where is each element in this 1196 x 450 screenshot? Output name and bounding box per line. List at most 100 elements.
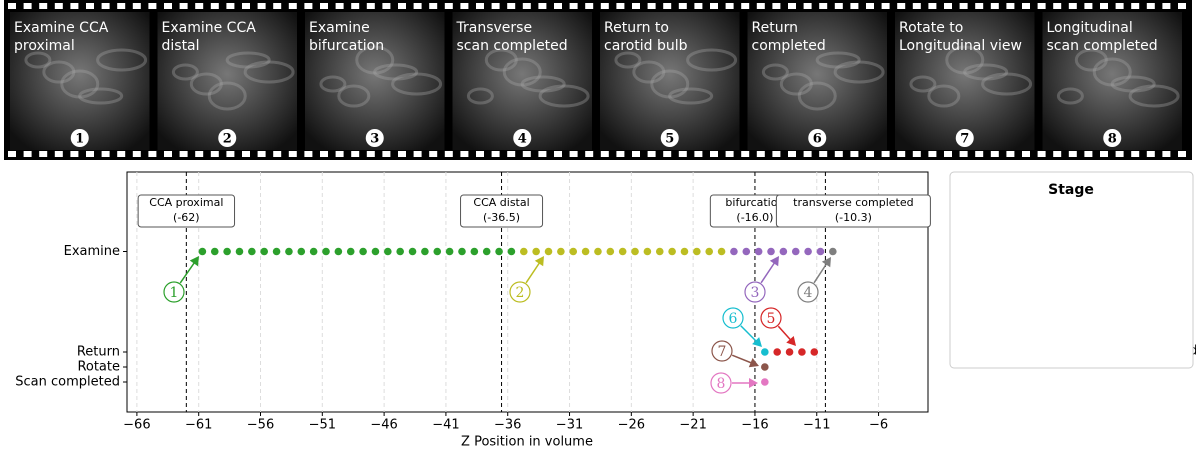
frame-number: 6	[813, 132, 822, 147]
annotation-label: CCA proximal	[149, 196, 223, 209]
data-point	[446, 248, 454, 256]
callout-number: 5	[767, 311, 776, 327]
data-point	[829, 248, 837, 256]
sprocket-hole	[336, 151, 344, 157]
sprocket-hole	[1178, 3, 1186, 9]
frame-label: Return to	[604, 20, 669, 36]
data-point	[359, 248, 367, 256]
data-point	[681, 248, 689, 256]
sprocket-hole	[273, 3, 281, 9]
callout-number: 2	[516, 285, 525, 301]
sprocket-hole	[1147, 151, 1155, 157]
frame-number: 5	[665, 132, 674, 147]
frame-label: Longitudinal	[1047, 20, 1133, 36]
data-point	[532, 248, 540, 256]
data-point	[817, 248, 825, 256]
sprocket-hole	[601, 151, 609, 157]
frame-label: scan completed	[457, 38, 568, 54]
x-tick-label: −61	[185, 418, 212, 433]
callout-number: 4	[804, 285, 813, 301]
sprocket-hole	[180, 3, 188, 9]
sprocket-hole	[226, 3, 234, 9]
x-tick-label: −56	[247, 418, 274, 433]
sprocket-hole	[944, 3, 952, 9]
sprocket-hole	[632, 3, 640, 9]
figure: Examine CCAproximal1Examine CCAdistal2Ex…	[0, 0, 1196, 450]
sprocket-hole	[117, 151, 125, 157]
sprocket-hole	[679, 151, 687, 157]
data-point	[520, 248, 528, 256]
sprocket-hole	[86, 3, 94, 9]
x-tick-label: −16	[741, 418, 768, 433]
sprocket-hole	[819, 151, 827, 157]
sprocket-hole	[757, 3, 765, 9]
sprocket-hole	[788, 3, 796, 9]
sprocket-hole	[133, 151, 141, 157]
sprocket-hole	[616, 151, 624, 157]
data-point	[761, 348, 769, 356]
sprocket-hole	[850, 3, 858, 9]
sprocket-hole	[835, 3, 843, 9]
sprocket-hole	[616, 3, 624, 9]
sprocket-hole	[507, 3, 515, 9]
sprocket-hole	[819, 3, 827, 9]
sprocket-hole	[460, 151, 468, 157]
sprocket-hole	[148, 151, 156, 157]
sprocket-hole	[663, 151, 671, 157]
sprocket-hole	[117, 3, 125, 9]
x-tick-label: −41	[432, 418, 459, 433]
annotation-value: (-36.5)	[483, 211, 520, 224]
sprocket-hole	[429, 151, 437, 157]
sprocket-hole	[601, 3, 609, 9]
sprocket-hole	[694, 151, 702, 157]
sprocket-hole	[39, 3, 47, 9]
x-tick-label: −26	[618, 418, 645, 433]
sprocket-hole	[164, 151, 172, 157]
sprocket-hole	[507, 151, 515, 157]
frame-number: 8	[1108, 132, 1117, 147]
sprocket-hole	[195, 151, 203, 157]
data-point	[322, 248, 330, 256]
sprocket-hole	[1100, 151, 1108, 157]
sprocket-hole	[741, 3, 749, 9]
sprocket-hole	[944, 151, 952, 157]
data-point	[656, 248, 664, 256]
x-tick-label: −51	[309, 418, 336, 433]
data-point	[705, 248, 713, 256]
data-point	[483, 248, 491, 256]
annotation-label: bifurcation	[725, 196, 784, 209]
sprocket-hole	[928, 151, 936, 157]
sprocket-hole	[414, 151, 422, 157]
sprocket-hole	[897, 3, 905, 9]
annotation-label: CCA distal	[473, 196, 529, 209]
annotation-label: transverse completed	[793, 196, 913, 209]
sprocket-hole	[1084, 151, 1092, 157]
data-point	[755, 248, 763, 256]
sprocket-hole	[913, 3, 921, 9]
sprocket-hole	[367, 3, 375, 9]
sprocket-hole	[585, 3, 593, 9]
sprocket-hole	[772, 3, 780, 9]
x-tick-label: −46	[370, 418, 397, 433]
sprocket-hole	[70, 151, 78, 157]
data-point	[384, 248, 392, 256]
data-point	[199, 248, 207, 256]
data-point	[804, 248, 812, 256]
sprocket-hole	[55, 3, 63, 9]
sprocket-hole	[492, 151, 500, 157]
sprocket-hole	[148, 3, 156, 9]
data-point	[495, 248, 503, 256]
sprocket-hole	[258, 151, 266, 157]
callout-number: 6	[729, 311, 738, 327]
sprocket-hole	[648, 151, 656, 157]
sprocket-hole	[492, 3, 500, 9]
sprocket-hole	[429, 3, 437, 9]
data-point	[761, 363, 769, 371]
sprocket-hole	[336, 3, 344, 9]
sprocket-hole	[1131, 3, 1139, 9]
sprocket-hole	[1084, 3, 1092, 9]
callout-number: 1	[170, 285, 179, 301]
sprocket-hole	[445, 3, 453, 9]
x-tick-label: −36	[494, 418, 521, 433]
sprocket-hole	[1053, 151, 1061, 157]
